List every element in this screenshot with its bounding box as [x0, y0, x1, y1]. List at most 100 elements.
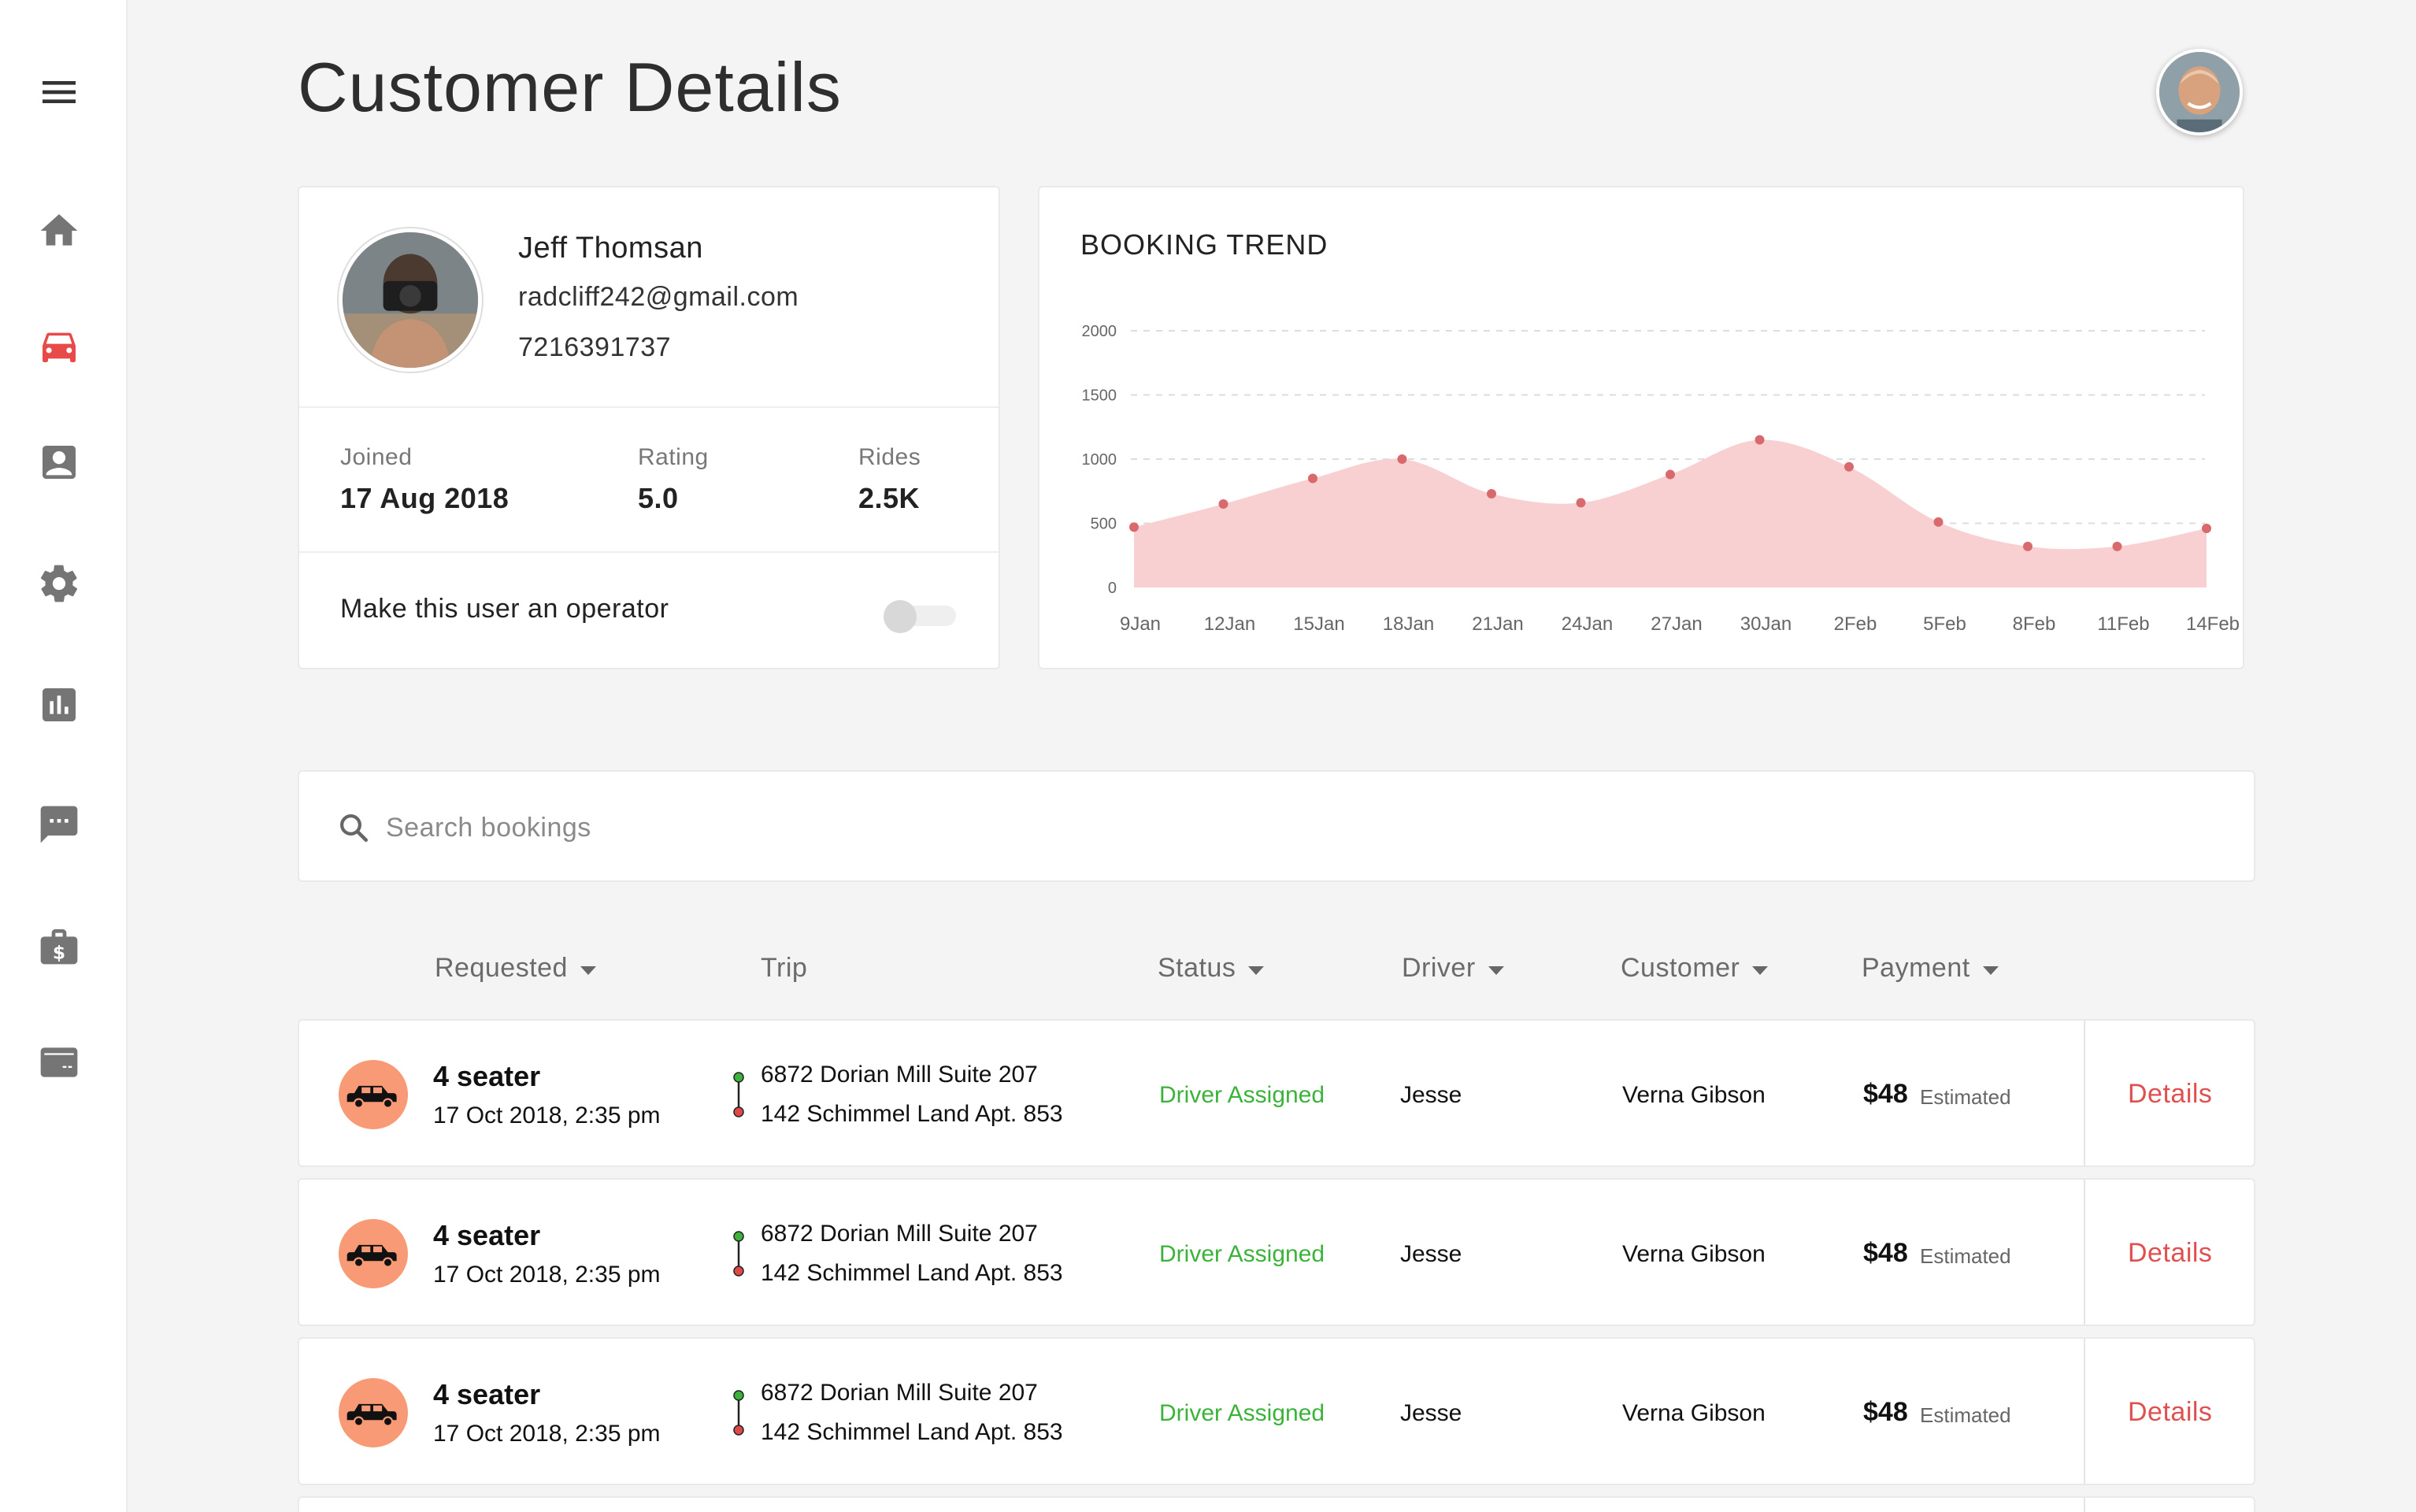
y-tick-label: 1500	[1082, 387, 1117, 405]
x-tick-label: 27Jan	[1651, 613, 1702, 635]
sort-caret-icon	[1982, 966, 1999, 975]
data-point	[1218, 499, 1228, 510]
stat-joined: Joined 17 Aug 2018	[340, 444, 509, 515]
page-title: Customer Details	[298, 48, 842, 126]
vehicle-type: 4 seater	[433, 1219, 541, 1251]
car-icon	[339, 1219, 408, 1288]
x-tick-label: 11Feb	[2097, 613, 2149, 635]
table-row[interactable]: 4 seater 17 Oct 2018, 2:35 pm 6872 Doria…	[298, 1019, 2255, 1167]
x-tick-label: 12Jan	[1204, 613, 1255, 635]
search-icon	[340, 814, 369, 843]
wallet-icon[interactable]: $	[35, 921, 83, 970]
customer-name: Jeff Thomsan	[518, 232, 703, 265]
booking-trend-chart: 0 500 1000 1500 2000 9Jan 12Jan 15Jan 18Jan 21Jan…	[1082, 323, 2240, 635]
data-point	[1755, 435, 1765, 445]
row-divider	[2084, 1180, 2085, 1325]
car-icon	[339, 1378, 408, 1447]
menu-icon[interactable]	[35, 68, 83, 117]
x-tick-label: 8Feb	[2013, 613, 2056, 635]
status-badge: Driver Assigned	[1159, 1082, 1325, 1108]
operator-toggle[interactable]	[884, 600, 956, 633]
column-payment[interactable]: Payment	[1862, 953, 1999, 984]
column-trip: Trip	[761, 953, 807, 984]
data-point	[1308, 473, 1317, 484]
details-link[interactable]: Details	[2128, 1238, 2213, 1268]
stat-rating-label: Rating	[638, 444, 709, 470]
customer-name-cell: Verna Gibson	[1622, 1241, 1766, 1267]
table-row[interactable]	[298, 1496, 2255, 1512]
data-point	[1487, 489, 1496, 499]
column-status[interactable]: Status	[1158, 953, 1265, 984]
card-icon[interactable]	[35, 1038, 83, 1087]
sort-caret-icon	[1248, 966, 1265, 975]
x-tick-label: 2Feb	[1834, 613, 1877, 635]
requested-time: 17 Oct 2018, 2:35 pm	[433, 1421, 661, 1447]
trip-route-icon	[733, 1231, 744, 1277]
trip-pickup: 6872 Dorian Mill Suite 207	[761, 1062, 1038, 1088]
chart-title: BOOKING TREND	[1080, 228, 1328, 261]
trip-dropoff: 142 Schimmel Land Apt. 853	[761, 1260, 1063, 1286]
home-icon[interactable]	[35, 206, 83, 255]
stat-rides-label: Rides	[858, 444, 921, 470]
vehicle-type: 4 seater	[433, 1378, 541, 1410]
column-status-label: Status	[1158, 953, 1236, 983]
car-icon[interactable]	[35, 321, 83, 370]
customer-email: radcliff242@gmail.com	[518, 282, 799, 312]
column-requested[interactable]: Requested	[435, 953, 596, 984]
y-tick-label: 1000	[1082, 451, 1117, 469]
y-tick-label: 500	[1091, 516, 1117, 533]
avatar[interactable]	[2156, 49, 2243, 135]
data-point	[1933, 517, 1944, 527]
booking-trend-card: BOOKING TREND 0 500 1000 1500 2000 9Jan 12Jan 1…	[1038, 186, 2244, 669]
contact-icon[interactable]	[35, 438, 83, 487]
column-driver[interactable]: Driver	[1402, 953, 1504, 984]
y-tick-label: 0	[1108, 580, 1117, 597]
sidebar: $	[0, 0, 128, 1512]
stat-joined-value: 17 Aug 2018	[340, 482, 510, 514]
stat-rides: Rides 2.5K	[858, 444, 921, 515]
payment-amount: $48	[1863, 1397, 1908, 1427]
driver-name: Jesse	[1400, 1082, 1462, 1108]
requested-time: 17 Oct 2018, 2:35 pm	[433, 1262, 661, 1288]
details-link[interactable]: Details	[2128, 1397, 2213, 1427]
svg-text:$: $	[53, 941, 65, 963]
column-trip-label: Trip	[761, 953, 808, 983]
column-customer[interactable]: Customer	[1621, 953, 1769, 984]
sort-caret-icon	[1752, 966, 1769, 975]
x-tick-label: 21Jan	[1472, 613, 1523, 635]
payment-amount: $48	[1863, 1079, 1908, 1109]
customer-name-cell: Verna Gibson	[1622, 1400, 1766, 1426]
stat-joined-label: Joined	[340, 444, 413, 470]
gear-icon[interactable]	[35, 559, 83, 608]
row-divider	[2084, 1021, 2085, 1166]
y-tick-label: 2000	[1082, 323, 1117, 340]
data-point	[1844, 461, 1854, 472]
stat-rides-value: 2.5K	[858, 482, 921, 514]
driver-name: Jesse	[1400, 1241, 1462, 1267]
toggle-knob	[884, 600, 917, 633]
chat-icon[interactable]	[35, 800, 83, 849]
customer-phone: 7216391737	[518, 332, 672, 362]
column-requested-label: Requested	[435, 953, 568, 983]
bar-chart-icon[interactable]	[35, 680, 83, 729]
data-point	[2023, 541, 2032, 551]
profile-stats: Joined 17 Aug 2018 Rating 5.0 Rides 2.5K	[299, 408, 999, 553]
x-tick-label: 15Jan	[1293, 613, 1344, 635]
column-customer-label: Customer	[1621, 953, 1740, 983]
trip-route-icon	[733, 1072, 744, 1117]
profile-avatar	[339, 228, 482, 372]
x-tick-label: 30Jan	[1740, 613, 1792, 635]
data-point	[2112, 541, 2122, 551]
x-tick-label: 14Feb	[2186, 613, 2240, 635]
details-link[interactable]: Details	[2128, 1079, 2213, 1109]
profile-header: Jeff Thomsan radcliff242@gmail.com 72163…	[299, 187, 999, 408]
x-tick-label: 5Feb	[1923, 613, 1966, 635]
search-input[interactable]	[386, 799, 2197, 857]
x-tick-label: 18Jan	[1383, 613, 1434, 635]
operator-row: Make this user an operator	[299, 553, 999, 669]
table-row[interactable]: 4 seater 17 Oct 2018, 2:35 pm 6872 Doria…	[298, 1178, 2255, 1326]
data-point	[1397, 454, 1407, 464]
trip-pickup: 6872 Dorian Mill Suite 207	[761, 1380, 1038, 1406]
table-row[interactable]: 4 seater 17 Oct 2018, 2:35 pm 6872 Doria…	[298, 1337, 2255, 1485]
status-badge: Driver Assigned	[1159, 1400, 1325, 1426]
